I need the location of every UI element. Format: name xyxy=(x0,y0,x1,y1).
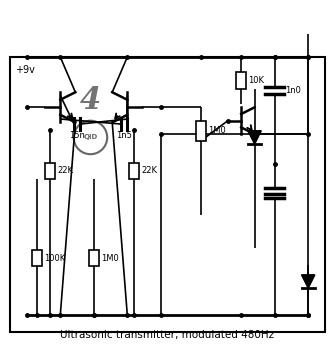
Text: 100K: 100K xyxy=(44,253,65,262)
Bar xyxy=(10,57,325,332)
Bar xyxy=(32,250,42,266)
Bar xyxy=(236,72,246,89)
Text: 1M0: 1M0 xyxy=(101,253,119,262)
Bar xyxy=(129,163,139,179)
Text: 1n0: 1n0 xyxy=(286,86,302,95)
Bar xyxy=(89,250,99,266)
Text: +9v: +9v xyxy=(15,66,35,75)
Bar xyxy=(45,163,55,179)
Bar xyxy=(196,121,206,141)
Polygon shape xyxy=(248,131,261,144)
Text: 4: 4 xyxy=(80,85,101,116)
Text: 10K: 10K xyxy=(248,76,264,85)
Text: 1n5: 1n5 xyxy=(116,131,132,140)
Text: 22K: 22K xyxy=(57,167,73,176)
Text: 15n: 15n xyxy=(69,131,85,140)
Text: QID: QID xyxy=(83,134,97,140)
Text: 1M0: 1M0 xyxy=(208,126,226,135)
Text: Ultrasonic transmitter, modulated 480Hz: Ultrasonic transmitter, modulated 480Hz xyxy=(60,330,275,340)
Text: 22K: 22K xyxy=(141,167,157,176)
Polygon shape xyxy=(302,275,315,288)
